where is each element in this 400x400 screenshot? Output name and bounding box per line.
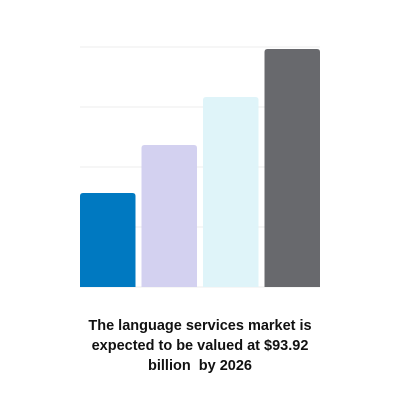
chart-caption: The language services market is expected… xyxy=(40,316,360,376)
bar-3 xyxy=(203,97,259,287)
caption-line-3: billion by 2026 xyxy=(148,358,252,374)
bar-4 xyxy=(264,49,320,287)
bar-1 xyxy=(80,193,136,287)
caption-line-2: expected to be valued at $93.92 xyxy=(91,338,309,354)
bar-chart xyxy=(80,46,320,288)
caption-line-1: The language services market is xyxy=(88,318,312,334)
bar-2 xyxy=(141,145,197,287)
